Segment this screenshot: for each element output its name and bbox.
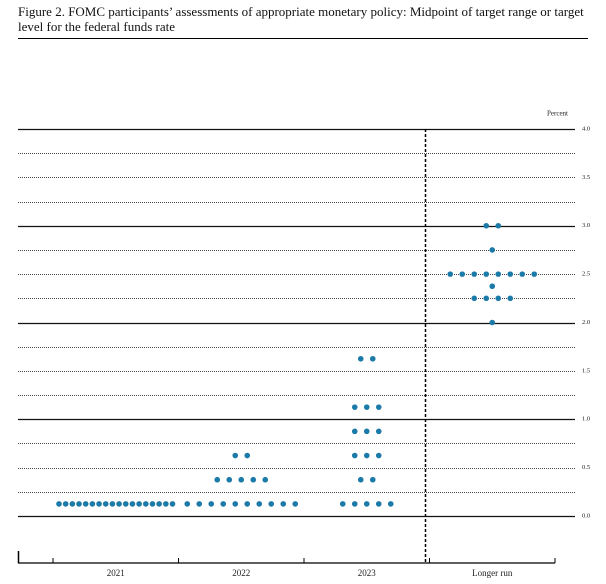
dot	[495, 295, 502, 302]
dot	[280, 501, 287, 507]
dot	[369, 355, 376, 362]
dot	[69, 501, 76, 507]
dot	[76, 501, 82, 507]
dot	[244, 452, 251, 459]
dot	[62, 501, 69, 507]
dot	[375, 501, 382, 507]
dot	[232, 452, 239, 459]
y-tick-label: 3.5	[582, 174, 590, 181]
y-tick-label: 1.5	[582, 367, 590, 374]
y-tick-label: 1.0	[582, 416, 590, 423]
dot	[89, 501, 96, 507]
dot	[351, 452, 358, 459]
dot	[447, 271, 454, 277]
dot	[122, 501, 129, 507]
dot	[489, 247, 496, 253]
dot	[387, 501, 394, 507]
dot	[136, 501, 142, 507]
dot	[250, 476, 257, 483]
dot	[483, 222, 490, 229]
dot	[357, 476, 364, 483]
dot	[116, 501, 122, 507]
dot	[214, 476, 221, 483]
dot	[351, 404, 358, 410]
dot	[375, 404, 382, 410]
dot	[495, 222, 502, 229]
dot	[489, 319, 496, 326]
y-tick-label: 2.0	[582, 319, 590, 326]
dot	[238, 476, 245, 483]
dot	[531, 271, 538, 277]
dot	[102, 501, 109, 507]
dot	[196, 501, 203, 507]
dot	[142, 501, 149, 507]
dot	[351, 501, 358, 507]
dot	[163, 501, 169, 507]
dot	[244, 501, 251, 507]
dot	[339, 501, 346, 507]
dot	[363, 428, 370, 435]
dot	[471, 295, 478, 302]
x-tick-label: Longer run	[472, 568, 513, 578]
dot	[96, 501, 102, 507]
dot	[256, 501, 263, 507]
dot	[369, 476, 376, 483]
y-tick-label: 0.5	[582, 464, 590, 471]
y-tick-label: 3.0	[582, 222, 590, 229]
dot	[363, 452, 370, 459]
dot	[262, 476, 269, 483]
x-tick-label: 2021	[107, 568, 125, 578]
dot	[220, 501, 227, 507]
dot	[519, 271, 526, 277]
dot	[459, 271, 466, 277]
y-tick-label: 2.5	[582, 271, 590, 278]
dot	[169, 501, 176, 507]
y-tick-label: 4.0	[582, 125, 590, 132]
dot	[208, 501, 215, 507]
dot	[184, 501, 191, 507]
dot	[129, 501, 136, 507]
dot	[495, 271, 502, 277]
dot	[375, 452, 382, 459]
dot	[471, 271, 478, 277]
dot	[375, 428, 382, 435]
y-tick-label: 0.0	[582, 512, 590, 519]
x-tick-label: 2023	[358, 568, 377, 578]
dot	[507, 271, 514, 277]
dot	[56, 501, 62, 507]
dot	[268, 501, 275, 507]
dot	[149, 501, 156, 507]
chart-title: Figure 2. FOMC participants’ assessments…	[18, 4, 584, 34]
dot	[82, 501, 89, 507]
dot	[489, 283, 496, 290]
dot	[351, 428, 358, 435]
dot	[363, 501, 370, 507]
dot	[357, 355, 364, 362]
dot	[483, 295, 490, 302]
dot	[109, 501, 116, 507]
dot	[363, 404, 370, 410]
dot	[483, 271, 490, 277]
dot	[292, 501, 299, 507]
dot	[232, 501, 239, 507]
dot	[156, 501, 162, 507]
x-tick-label: 2022	[232, 568, 250, 578]
dot	[507, 295, 514, 302]
dot	[226, 476, 233, 483]
y-axis-label: Percent	[547, 110, 568, 118]
